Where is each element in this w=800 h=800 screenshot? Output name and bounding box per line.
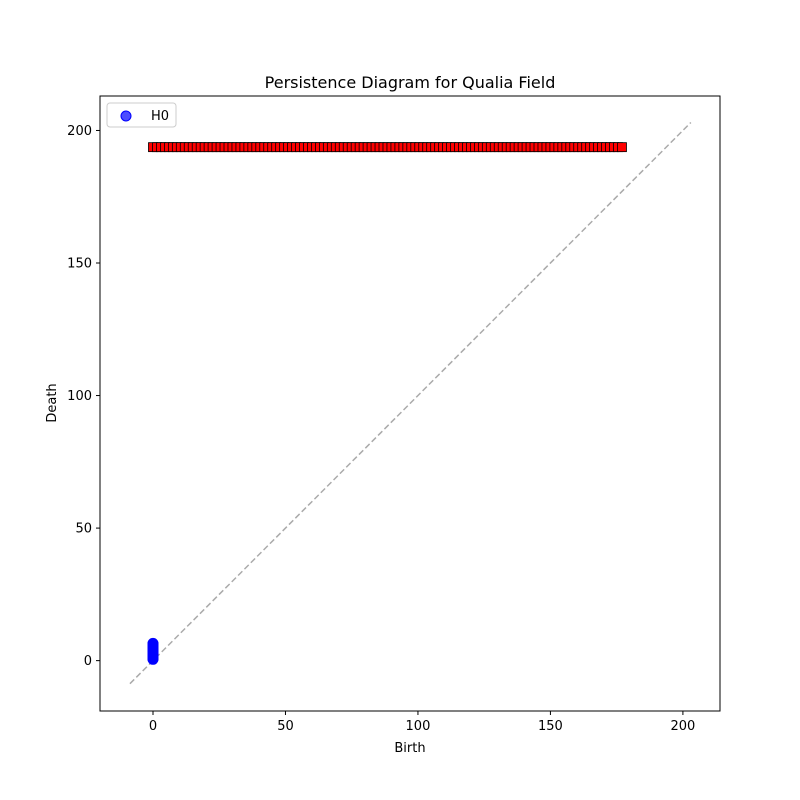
h0-point [147,637,159,649]
x-tick-label: 100 [406,719,431,734]
red-square-point [617,142,627,153]
chart-title: Persistence Diagram for Qualia Field [265,73,556,92]
y-axis-label: Death [45,383,60,422]
y-tick-label: 0 [84,654,92,669]
y-tick-label: 200 [67,124,92,139]
x-tick-label: 0 [149,719,157,734]
y-tick-label: 50 [75,522,92,537]
plot-frame [99,95,721,712]
plot-area [129,121,692,685]
x-tick-label: 200 [670,719,695,734]
x-tick-label: 150 [538,719,563,734]
legend-label-h0: H0 [151,109,169,124]
legend: H0 [106,102,177,128]
x-tick-label: 50 [277,719,294,734]
diagonal-line [129,121,692,685]
legend-marker-h0 [120,110,132,122]
axes: 0 50 100 150 200 0 50 100 150 200 [67,124,695,734]
y-tick-label: 100 [67,389,92,404]
x-axis-label: Birth [394,741,425,756]
y-tick-label: 150 [67,257,92,272]
